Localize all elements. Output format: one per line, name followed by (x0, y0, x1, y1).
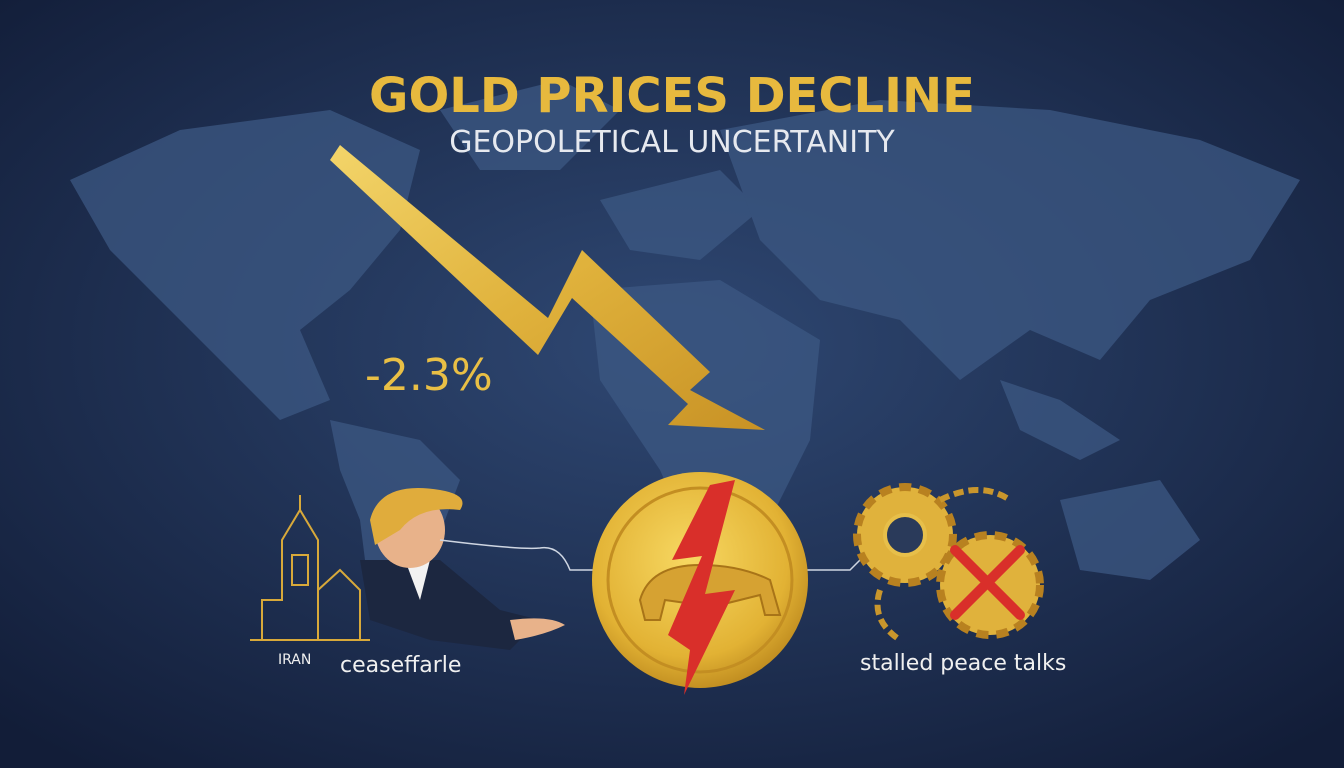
subtitle: GEOPOLETICAL UNCERTANITY (449, 125, 895, 160)
right-caption: stalled peace talks (860, 651, 1066, 676)
down-arrow (330, 145, 765, 430)
person (360, 488, 565, 650)
left-caption: ceaseffarle (340, 653, 461, 678)
title: GOLD PRICES DECLINE (369, 68, 975, 124)
gold-coin (592, 472, 808, 695)
building (250, 495, 370, 641)
gears (853, 483, 1044, 643)
percent-change: -2.3% (365, 350, 493, 401)
connector (439, 539, 610, 571)
country-label: IRAN (278, 652, 311, 668)
